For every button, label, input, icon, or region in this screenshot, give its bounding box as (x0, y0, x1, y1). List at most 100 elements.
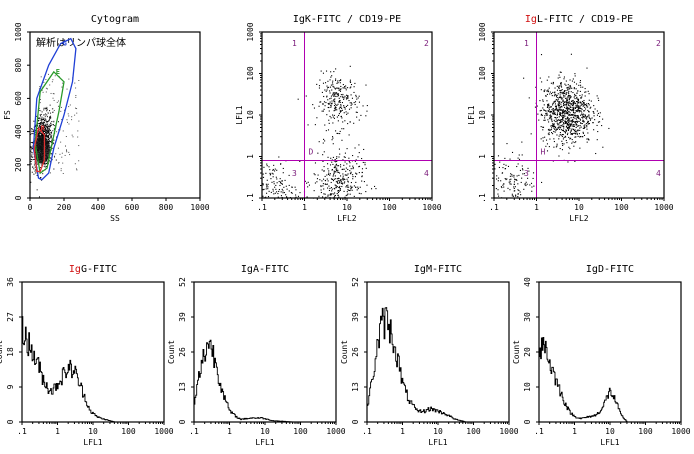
data-point (319, 101, 321, 103)
data-point (67, 113, 69, 115)
x-tick-label: 1 (227, 427, 232, 436)
data-point (562, 117, 564, 119)
data-point (47, 73, 49, 75)
data-point (353, 91, 355, 94)
data-point (556, 120, 558, 122)
data-point (52, 130, 54, 132)
data-point (331, 75, 333, 77)
data-point (42, 123, 44, 125)
data-point (304, 180, 306, 182)
data-point (316, 83, 318, 85)
data-point (42, 121, 44, 123)
data-point (45, 79, 47, 81)
data-point (563, 110, 565, 112)
data-point (584, 106, 586, 108)
data-point (586, 121, 589, 123)
data-point (586, 128, 588, 130)
data-point (338, 180, 340, 182)
data-point (570, 53, 572, 55)
data-point (45, 129, 47, 131)
data-point (333, 114, 335, 116)
data-point (352, 154, 354, 157)
y-tick-label: 10 (523, 382, 532, 392)
data-point (331, 89, 333, 91)
data-point (595, 152, 597, 155)
data-point (272, 169, 274, 171)
data-point (35, 115, 37, 117)
data-point (39, 125, 41, 127)
data-point (569, 79, 571, 81)
data-point (342, 168, 344, 170)
data-point (322, 196, 324, 198)
data-point (550, 125, 552, 127)
data-point (346, 94, 348, 96)
data-point (531, 186, 533, 188)
data-point (553, 119, 555, 121)
data-point (567, 109, 569, 111)
data-point (565, 90, 567, 92)
data-point (65, 145, 67, 147)
data-point (273, 164, 275, 166)
data-point (38, 132, 40, 134)
data-point (78, 160, 80, 162)
data-point (336, 186, 338, 188)
data-point (563, 92, 565, 94)
data-point (47, 125, 49, 127)
x-tick-label: 800 (159, 203, 174, 212)
data-point (555, 95, 558, 97)
data-point (555, 128, 557, 130)
data-point (270, 178, 272, 180)
data-point (559, 114, 561, 117)
data-point (336, 167, 338, 169)
data-point (583, 121, 585, 123)
data-point (338, 97, 340, 99)
quadrant-label-3: 3 (524, 169, 529, 178)
data-point (39, 134, 41, 136)
data-point (347, 181, 349, 183)
data-point (37, 136, 39, 138)
data-point (45, 113, 47, 115)
x-axis-label: LFL1 (428, 438, 447, 447)
x-tick-label: 1000 (499, 427, 518, 436)
data-point (569, 84, 571, 87)
data-point (579, 81, 581, 83)
data-point (273, 181, 275, 183)
data-point (340, 79, 342, 81)
data-point (295, 189, 297, 191)
data-point (68, 106, 70, 108)
data-point (265, 172, 267, 174)
data-point (588, 123, 591, 125)
data-point (362, 161, 364, 163)
data-point (568, 86, 570, 88)
data-point (564, 83, 566, 85)
data-point (502, 184, 504, 186)
data-point (346, 163, 348, 165)
data-point (574, 112, 576, 114)
data-point (540, 89, 542, 91)
data-point (566, 121, 568, 123)
data-point (317, 174, 319, 176)
data-point (544, 136, 546, 138)
data-point (581, 103, 583, 105)
data-point (32, 130, 34, 132)
data-point (349, 87, 351, 89)
data-point (566, 118, 568, 120)
data-point (559, 122, 561, 124)
data-point (51, 108, 53, 110)
data-point (334, 192, 336, 194)
data-point (570, 91, 572, 93)
data-point (47, 128, 49, 130)
data-point (557, 124, 559, 126)
gate-label: R (41, 124, 46, 132)
data-point (38, 196, 40, 198)
data-point (558, 119, 561, 121)
data-point (58, 100, 60, 102)
data-point (35, 124, 37, 126)
data-point (554, 116, 557, 119)
data-point (553, 125, 555, 128)
data-point (330, 71, 332, 73)
data-point (511, 151, 514, 153)
data-point (348, 160, 350, 162)
data-point (559, 134, 561, 136)
data-point (335, 164, 337, 166)
